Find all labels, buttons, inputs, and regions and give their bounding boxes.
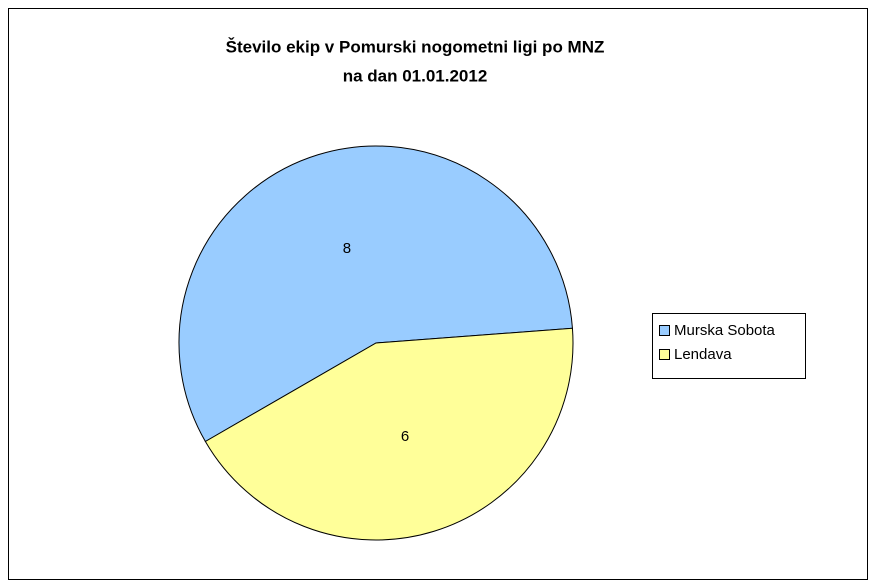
legend-swatch [659,325,670,336]
legend-label: Murska Sobota [674,322,776,339]
chart-title: Število ekip v Pomurski nogometni ligi p… [226,37,605,56]
data-label: 8 [343,240,351,257]
legend-swatch [659,349,670,360]
legend-label: Lendava [674,346,732,363]
pie-slice [178,145,573,443]
data-label: 6 [401,428,409,445]
pie-slice [204,327,574,541]
chart-subtitle: na dan 01.01.2012 [343,66,488,85]
legend-box [652,313,806,379]
